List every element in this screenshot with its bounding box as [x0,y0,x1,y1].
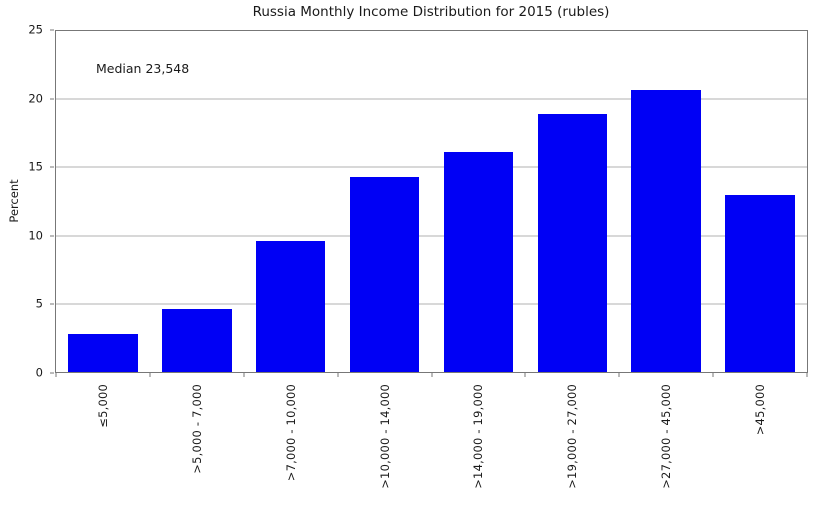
x-tick-label: >27,000 - 45,000 [659,384,674,489]
x-tick-label: ≤5,000 [95,384,110,428]
x-tick-label: >7,000 - 10,000 [283,384,298,482]
y-tick-mark [50,166,54,168]
bar [631,89,701,372]
x-tick-mark [337,372,339,377]
x-tick-label: >45,000 [753,384,768,436]
x-tick-mark [149,372,151,377]
x-tick-label: >19,000 - 27,000 [565,384,580,489]
x-tick-mark [55,372,57,377]
bar-cell [432,31,526,372]
plot-area: Median 23,548 ≤5,000 >5,000 - 7,000 >7,000… [55,30,808,489]
bar [725,194,795,372]
y-tick-mark [50,235,54,237]
x-tick-label-cell: >27,000 - 45,000 [619,384,713,512]
bar-cell [244,31,338,372]
bar-cell [525,31,619,372]
gridline [56,303,807,305]
y-tick-label: 20 [28,91,43,106]
y-tick-label: 10 [28,228,43,243]
bar [537,114,608,372]
y-tick-label: 15 [28,159,43,174]
bars [56,31,807,372]
x-tick-label: >5,000 - 7,000 [189,384,204,474]
x-tick-mark [618,372,620,377]
y-tick-label: 0 [35,365,43,380]
bar-cell [338,31,432,372]
gridline [56,98,807,100]
x-tick-label-cell: >45,000 [713,384,807,512]
x-tick-label-cell: >7,000 - 10,000 [244,384,338,512]
y-tick-mark [50,372,54,374]
gridlines [56,31,807,372]
y-tick-mark [50,98,54,100]
x-tick-label-cell: >10,000 - 14,000 [338,384,432,512]
bar [349,176,420,372]
x-tick-label-cell: >19,000 - 27,000 [525,384,619,512]
y-tick-area: 0 5 10 15 20 25 [0,23,55,379]
x-tick-mark [806,372,808,377]
bar [443,152,514,372]
x-tick-mark [243,372,245,377]
x-tick-label-cell: ≤5,000 [56,384,150,512]
x-tick-label-cell: >14,000 - 19,000 [432,384,526,512]
x-tick-mark [524,372,526,377]
gridline [56,166,807,168]
bar-cell [150,31,244,372]
chart-title: Russia Monthly Income Distribution for 2… [252,4,610,20]
x-tick-mark [712,372,714,377]
bar-cell [619,31,713,372]
bar-cell [713,31,807,372]
gridline [56,235,807,237]
x-tick-mark [431,372,432,377]
y-tick-label: 25 [28,22,43,37]
bar [162,309,232,372]
x-tick-label: >14,000 - 19,000 [471,384,486,489]
y-tick-label: 5 [35,296,43,311]
y-tick-mark [50,29,54,31]
bar [68,333,138,372]
x-tick-label: >10,000 - 14,000 [377,384,392,489]
x-tick-label-cell: >5,000 - 7,000 [150,384,244,512]
median-annotation: Median 23,548 [96,61,190,76]
x-tick-labels: ≤5,000 >5,000 - 7,000 >7,000 - 10,000 >10,0… [56,384,807,512]
y-tick-mark [50,303,54,305]
bar-cell [56,31,150,372]
bar [255,241,326,372]
